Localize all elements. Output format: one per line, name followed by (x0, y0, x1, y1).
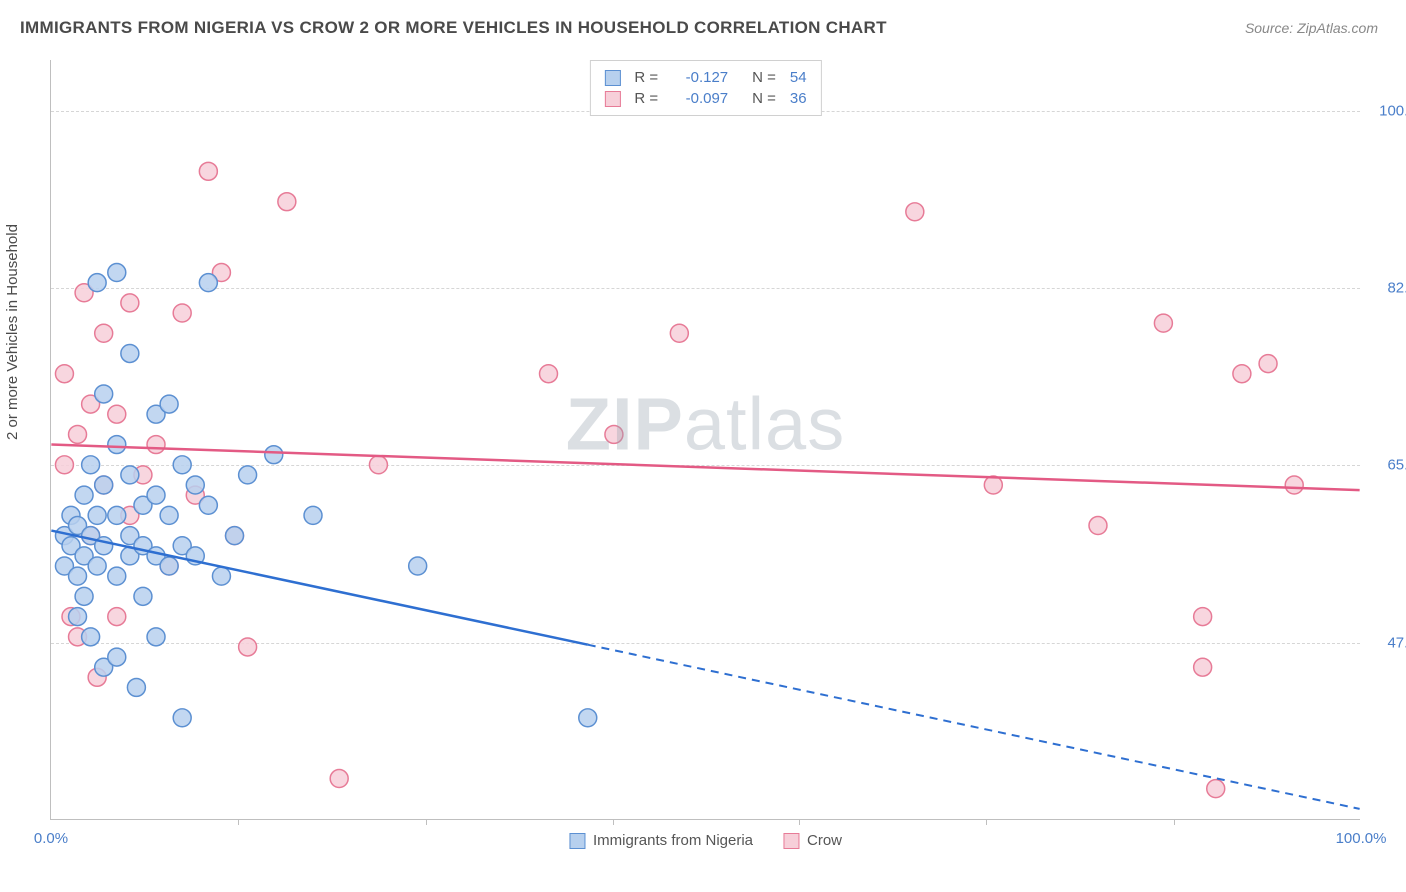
swatch-pink-icon (783, 833, 799, 849)
legend-item-blue: Immigrants from Nigeria (569, 832, 753, 849)
data-point (147, 628, 165, 646)
data-point (670, 324, 688, 342)
data-point (239, 466, 257, 484)
legend-item-pink: Crow (783, 832, 842, 849)
data-point (226, 527, 244, 545)
data-point (330, 770, 348, 788)
data-point (95, 385, 113, 403)
data-point (173, 709, 191, 727)
correlation-legend: R = -0.127 N = 54 R = -0.097 N = 36 (589, 60, 821, 116)
data-point (69, 567, 87, 585)
data-point (82, 628, 100, 646)
data-point (134, 587, 152, 605)
y-tick-label: 100.0% (1370, 102, 1406, 119)
data-point (108, 648, 126, 666)
swatch-pink (604, 91, 620, 107)
x-tick-mark (986, 819, 987, 825)
x-tick-label: 100.0% (1336, 830, 1387, 847)
data-point (121, 466, 139, 484)
data-point (121, 344, 139, 362)
data-point (108, 436, 126, 454)
data-point (1089, 517, 1107, 535)
data-point (540, 365, 558, 383)
legend-label-blue: Immigrants from Nigeria (593, 832, 753, 849)
data-point (88, 506, 106, 524)
data-point (160, 395, 178, 413)
data-point (69, 425, 87, 443)
data-point (1259, 355, 1277, 373)
swatch-blue-icon (569, 833, 585, 849)
trend-line-extrapolated (588, 645, 1360, 809)
data-point (147, 486, 165, 504)
data-point (1194, 608, 1212, 626)
data-point (1194, 658, 1212, 676)
trend-line (51, 531, 587, 645)
data-point (1207, 780, 1225, 798)
data-point (108, 405, 126, 423)
scatter-svg (51, 60, 1360, 819)
data-point (75, 486, 93, 504)
y-tick-label: 47.5% (1370, 634, 1406, 651)
series-legend: Immigrants from Nigeria Crow (569, 832, 842, 849)
x-tick-mark (238, 819, 239, 825)
data-point (108, 567, 126, 585)
plot-area: R = -0.127 N = 54 R = -0.097 N = 36 ZIPa… (50, 60, 1360, 820)
data-point (75, 587, 93, 605)
x-tick-mark (613, 819, 614, 825)
data-point (579, 709, 597, 727)
data-point (278, 193, 296, 211)
data-point (147, 436, 165, 454)
data-point (69, 608, 87, 626)
source-attribution: Source: ZipAtlas.com (1245, 20, 1378, 36)
data-point (199, 274, 217, 292)
data-point (160, 557, 178, 575)
data-point (127, 678, 145, 696)
chart-title: IMMIGRANTS FROM NIGERIA VS CROW 2 OR MOR… (20, 18, 887, 38)
data-point (173, 456, 191, 474)
x-tick-mark (1174, 819, 1175, 825)
data-point (160, 506, 178, 524)
data-point (1154, 314, 1172, 332)
data-point (55, 365, 73, 383)
legend-label-pink: Crow (807, 832, 842, 849)
data-point (409, 557, 427, 575)
data-point (88, 557, 106, 575)
r-value-blue: -0.127 (668, 69, 728, 86)
data-point (173, 304, 191, 322)
data-point (82, 456, 100, 474)
data-point (88, 274, 106, 292)
data-point (906, 203, 924, 221)
y-axis-label: 2 or more Vehicles in Household (4, 224, 21, 440)
legend-row-blue: R = -0.127 N = 54 (604, 67, 806, 88)
data-point (1233, 365, 1251, 383)
legend-row-pink: R = -0.097 N = 36 (604, 88, 806, 109)
data-point (1285, 476, 1303, 494)
x-tick-mark (799, 819, 800, 825)
data-point (369, 456, 387, 474)
data-point (108, 264, 126, 282)
data-point (55, 456, 73, 474)
data-point (95, 324, 113, 342)
n-value-blue: 54 (790, 69, 807, 86)
swatch-blue (604, 70, 620, 86)
data-point (199, 162, 217, 180)
x-tick-mark (426, 819, 427, 825)
data-point (108, 506, 126, 524)
data-point (186, 476, 204, 494)
data-point (212, 567, 230, 585)
data-point (95, 476, 113, 494)
y-tick-label: 65.0% (1370, 457, 1406, 474)
x-tick-label: 0.0% (34, 830, 68, 847)
data-point (108, 608, 126, 626)
data-point (605, 425, 623, 443)
data-point (239, 638, 257, 656)
data-point (199, 496, 217, 514)
data-point (121, 294, 139, 312)
y-tick-label: 82.5% (1370, 280, 1406, 297)
data-point (304, 506, 322, 524)
data-point (265, 446, 283, 464)
n-value-pink: 36 (790, 90, 807, 107)
r-value-pink: -0.097 (668, 90, 728, 107)
